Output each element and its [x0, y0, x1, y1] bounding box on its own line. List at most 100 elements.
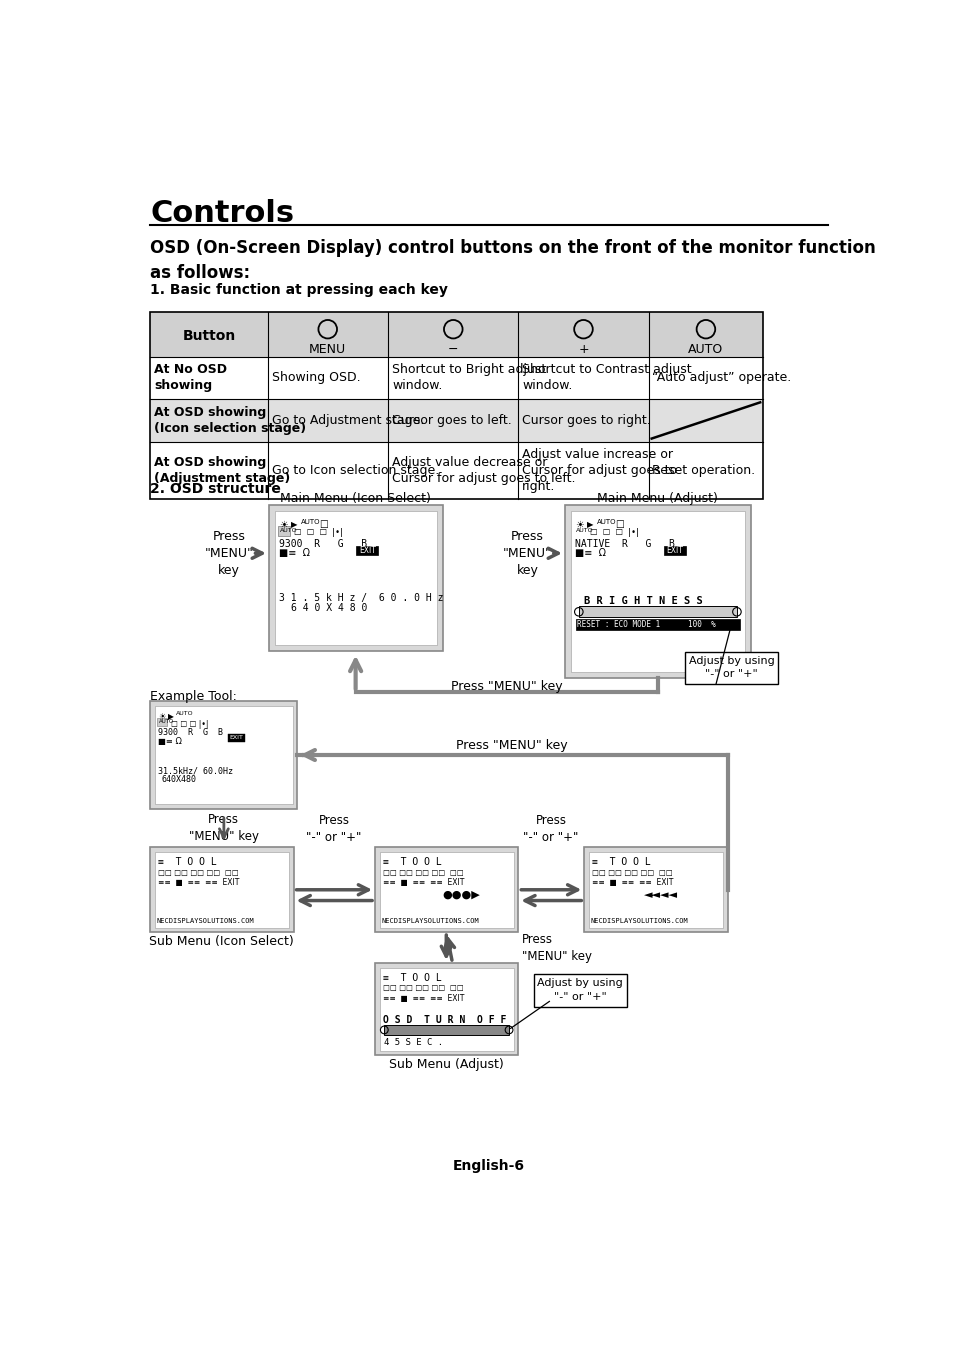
Text: 3 1 . 5 k H z /  6 0 . 0 H z: 3 1 . 5 k H z / 6 0 . 0 H z	[278, 593, 443, 604]
Text: ≡  T O O L: ≡ T O O L	[382, 858, 441, 867]
Text: ≡  T O O L: ≡ T O O L	[158, 858, 216, 867]
Text: ≡≡  ■  ≡≡  ≡≡  EXIT: ≡≡ ■ ≡≡ ≡≡ EXIT	[592, 878, 673, 888]
Text: ☐: ☐	[615, 520, 623, 530]
Bar	[534, 974, 626, 1006]
Bar	[278, 527, 290, 535]
Text: ☐☐ ☐☐ ☐☐ ☐☐  ☐☐: ☐☐ ☐☐ ☐☐ ☐☐ ☐☐	[382, 869, 463, 878]
Text: 2. OSD structure: 2. OSD structure	[150, 482, 281, 496]
Text: English-6: English-6	[453, 1159, 524, 1173]
Text: Go to Adjustment stage.: Go to Adjustment stage.	[272, 413, 424, 427]
Text: ▶: ▶	[168, 712, 173, 721]
Text: ☐  ☐  ☐  |•|: ☐ ☐ ☐ |•|	[294, 528, 343, 536]
Text: ≡≡  ■  ≡≡  ≡≡  EXIT: ≡≡ ■ ≡≡ ≡≡ EXIT	[158, 878, 239, 888]
Text: Adjust by using
"-" or "+": Adjust by using "-" or "+"	[688, 655, 774, 680]
Text: ≡≡  ■  ≡≡  ≡≡  EXIT: ≡≡ ■ ≡≡ ≡≡ EXIT	[382, 878, 464, 888]
Text: Controls: Controls	[150, 199, 294, 228]
Text: AUTO: AUTO	[596, 519, 616, 524]
Text: OSD (On-Screen Display) control buttons on the front of the monitor function
as : OSD (On-Screen Display) control buttons …	[150, 239, 875, 282]
Bar	[154, 852, 289, 928]
Text: “Auto adjust” operate.: “Auto adjust” operate.	[652, 372, 791, 384]
Bar	[571, 511, 744, 671]
Bar	[356, 546, 377, 555]
Text: ☀: ☀	[278, 520, 288, 530]
Text: ☀: ☀	[158, 712, 165, 721]
Bar	[384, 1024, 509, 1035]
Bar	[150, 312, 762, 500]
Text: Press "MENU" key: Press "MENU" key	[451, 681, 562, 693]
Bar	[154, 705, 293, 804]
Text: Adjust by using
"-" or "+": Adjust by using "-" or "+"	[537, 978, 622, 1001]
Text: MENU: MENU	[309, 343, 346, 357]
Text: Press
"MENU"
key: Press "MENU" key	[205, 530, 253, 577]
Text: RESET : ECO MODE 1      100  %: RESET : ECO MODE 1 100 %	[577, 620, 716, 630]
Bar	[375, 963, 517, 1055]
Bar	[583, 847, 727, 932]
Text: ▶: ▶	[291, 520, 297, 530]
Text: AUTO: AUTO	[687, 343, 722, 357]
Bar	[663, 546, 685, 555]
Text: +: +	[578, 343, 588, 357]
Text: Showing OSD.: Showing OSD.	[272, 372, 360, 384]
Text: NECDISPLAYSOLUTIONS.COM: NECDISPLAYSOLUTIONS.COM	[381, 919, 478, 924]
Bar	[150, 312, 762, 357]
Text: Press
"MENU"
key: Press "MENU" key	[503, 530, 552, 577]
Text: Main Menu (Adjust): Main Menu (Adjust)	[597, 492, 718, 505]
Text: NECDISPLAYSOLUTIONS.COM: NECDISPLAYSOLUTIONS.COM	[156, 919, 253, 924]
Text: At OSD showing
(Icon selection stage): At OSD showing (Icon selection stage)	[154, 405, 306, 435]
Text: 31.5kHz/ 60.0Hz: 31.5kHz/ 60.0Hz	[158, 766, 233, 775]
Text: Main Menu (Icon Select): Main Menu (Icon Select)	[280, 492, 431, 505]
Text: ◄◄◄◄: ◄◄◄◄	[643, 890, 678, 900]
Text: O S D  T U R N  O F F: O S D T U R N O F F	[382, 1016, 506, 1025]
Text: −: −	[448, 343, 458, 357]
Bar	[269, 505, 443, 651]
Text: Cursor goes to left.: Cursor goes to left.	[392, 413, 511, 427]
Text: ■≡  Ω: ■≡ Ω	[278, 549, 310, 558]
Text: Go to Icon selection stage.: Go to Icon selection stage.	[272, 463, 438, 477]
Bar	[379, 852, 513, 928]
Text: At No OSD
showing: At No OSD showing	[154, 363, 227, 392]
Text: ☀: ☀	[575, 520, 583, 530]
Bar	[575, 619, 740, 631]
Text: Sub Menu (Icon Select): Sub Menu (Icon Select)	[149, 935, 294, 948]
Bar	[375, 847, 517, 932]
Bar	[150, 400, 762, 442]
Text: ☐  ☐  ☐  |•|: ☐ ☐ ☐ |•|	[590, 528, 639, 536]
Text: ☐ ☐ ☐ |•|: ☐ ☐ ☐ |•|	[171, 720, 209, 728]
Text: AUTO: AUTO	[300, 519, 320, 524]
Bar	[150, 357, 762, 400]
Bar	[228, 734, 245, 742]
Text: ■≡ Ω: ■≡ Ω	[158, 736, 182, 746]
Text: EXIT: EXIT	[358, 546, 375, 555]
Text: ■≡  Ω: ■≡ Ω	[575, 549, 605, 558]
Text: Press "MENU" key: Press "MENU" key	[456, 739, 567, 753]
Bar	[588, 852, 722, 928]
Text: ●●●▶: ●●●▶	[442, 890, 479, 900]
Text: AUTO: AUTO	[175, 711, 193, 716]
Text: B R I G H T N E S S: B R I G H T N E S S	[583, 596, 702, 605]
Text: ☐: ☐	[319, 520, 328, 530]
Bar	[150, 442, 762, 500]
Text: ☐☐ ☐☐ ☐☐ ☐☐  ☐☐: ☐☐ ☐☐ ☐☐ ☐☐ ☐☐	[382, 985, 463, 993]
Text: 4 5 S E C .: 4 5 S E C .	[384, 1038, 443, 1047]
Text: Press
"-" or "+": Press "-" or "+"	[522, 813, 578, 843]
Text: Example Tool:: Example Tool:	[150, 689, 237, 703]
Bar	[150, 847, 294, 932]
Text: Sub Menu (Adjust): Sub Menu (Adjust)	[389, 1058, 503, 1071]
Bar	[684, 651, 778, 684]
Text: Press
"MENU" key: Press "MENU" key	[521, 932, 592, 962]
Text: ≡  T O O L: ≡ T O O L	[382, 973, 441, 984]
Text: Reset operation.: Reset operation.	[652, 463, 755, 477]
Text: 640X480: 640X480	[162, 775, 196, 784]
Text: Shortcut to Bright adjust
window.: Shortcut to Bright adjust window.	[392, 363, 546, 392]
Text: AUTO: AUTO	[158, 719, 173, 724]
Text: NECDISPLAYSOLUTIONS.COM: NECDISPLAYSOLUTIONS.COM	[590, 919, 687, 924]
Text: AUTO: AUTO	[575, 528, 593, 532]
Text: Shortcut to Contrast adjust
window.: Shortcut to Contrast adjust window.	[521, 363, 691, 392]
Text: Cursor goes to right.: Cursor goes to right.	[521, 413, 650, 427]
Text: 1. Basic function at pressing each key: 1. Basic function at pressing each key	[150, 282, 448, 297]
Bar	[564, 505, 750, 678]
Text: NATIVE  R   G   B: NATIVE R G B	[575, 539, 674, 549]
Text: Press
"MENU" key: Press "MENU" key	[189, 813, 258, 843]
Bar	[578, 607, 736, 617]
Text: 9300  R  G  B: 9300 R G B	[158, 728, 223, 738]
